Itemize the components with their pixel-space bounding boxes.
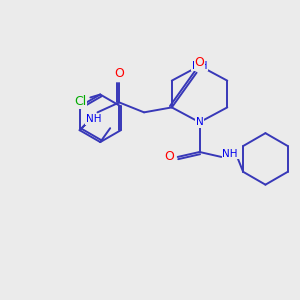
Text: Cl: Cl <box>74 95 87 108</box>
Text: NH: NH <box>86 114 101 124</box>
Text: NH: NH <box>192 61 207 71</box>
Text: O: O <box>114 67 124 80</box>
Text: O: O <box>195 56 205 69</box>
Text: N: N <box>196 117 203 127</box>
Text: O: O <box>164 150 174 164</box>
Text: NH: NH <box>223 149 238 159</box>
